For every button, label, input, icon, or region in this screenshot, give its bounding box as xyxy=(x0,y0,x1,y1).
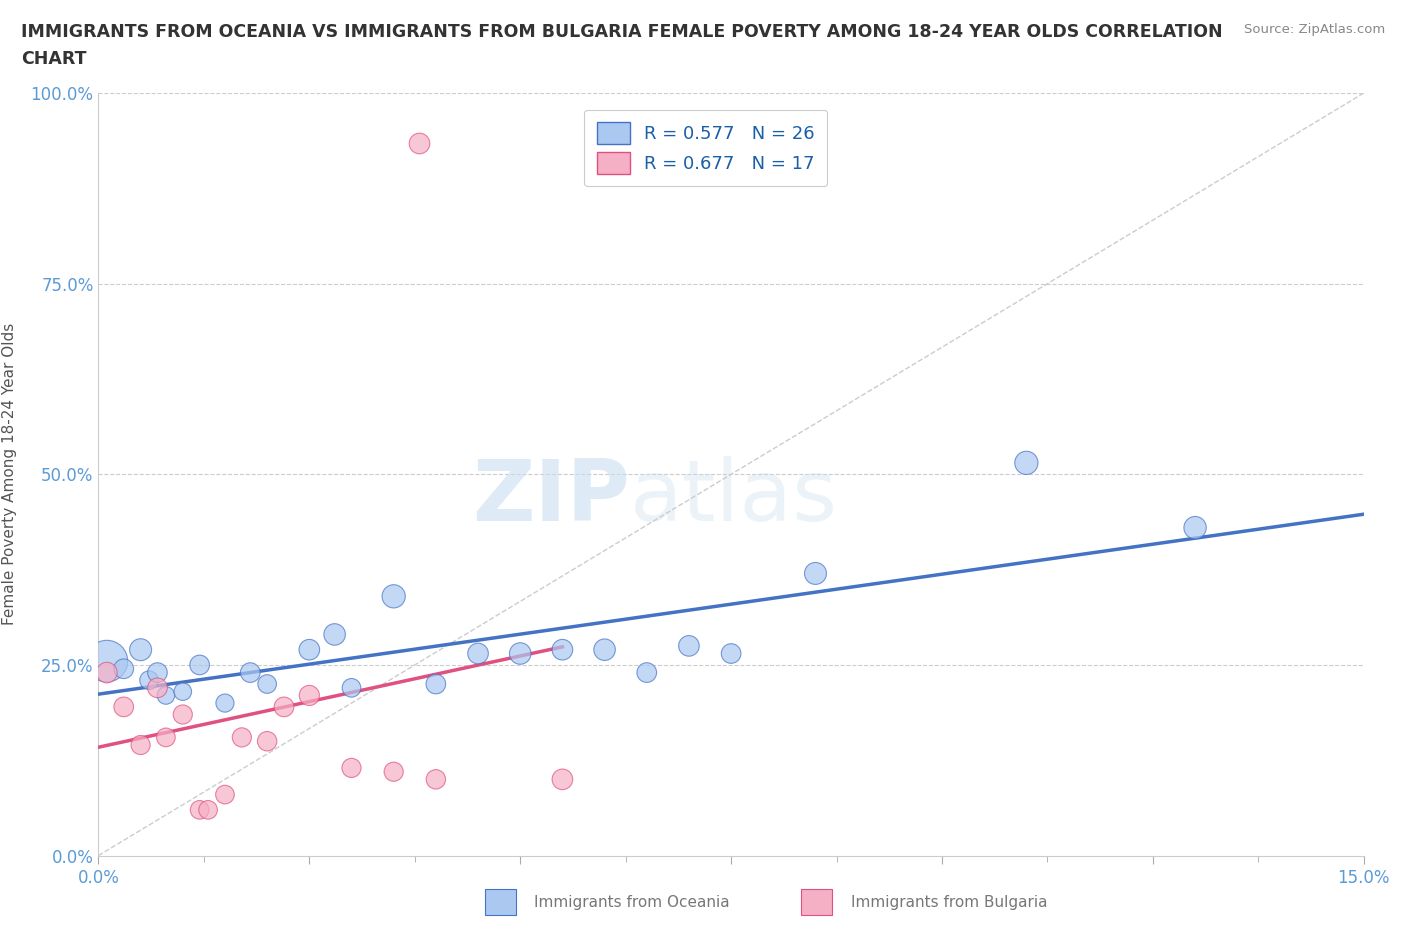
Text: atlas: atlas xyxy=(630,456,838,538)
Point xyxy=(197,803,219,817)
Point xyxy=(340,761,363,776)
Y-axis label: Female Poverty Among 18-24 Year Olds: Female Poverty Among 18-24 Year Olds xyxy=(1,324,17,626)
Point xyxy=(239,665,262,680)
Point xyxy=(1184,520,1206,535)
Point xyxy=(678,639,700,654)
Point xyxy=(155,688,177,703)
Point xyxy=(112,699,135,714)
Text: Source: ZipAtlas.com: Source: ZipAtlas.com xyxy=(1244,23,1385,36)
Point xyxy=(188,803,211,817)
Point xyxy=(146,681,169,696)
Point xyxy=(129,643,152,658)
Text: IMMIGRANTS FROM OCEANIA VS IMMIGRANTS FROM BULGARIA FEMALE POVERTY AMONG 18-24 Y: IMMIGRANTS FROM OCEANIA VS IMMIGRANTS FR… xyxy=(21,23,1223,68)
Point xyxy=(214,696,236,711)
Point xyxy=(172,684,194,699)
Point xyxy=(340,681,363,696)
Point xyxy=(146,665,169,680)
Point xyxy=(138,672,160,687)
Point xyxy=(593,643,616,658)
Point xyxy=(298,688,321,703)
Point xyxy=(382,764,405,779)
Point xyxy=(509,646,531,661)
Point xyxy=(1015,456,1038,471)
Text: Immigrants from Oceania: Immigrants from Oceania xyxy=(534,895,730,910)
Legend: R = 0.577   N = 26, R = 0.677   N = 17: R = 0.577 N = 26, R = 0.677 N = 17 xyxy=(585,110,827,186)
Point xyxy=(112,661,135,676)
Point xyxy=(172,707,194,722)
Point xyxy=(129,737,152,752)
Point xyxy=(551,643,574,658)
Point xyxy=(720,646,742,661)
Text: Immigrants from Bulgaria: Immigrants from Bulgaria xyxy=(851,895,1047,910)
Point xyxy=(256,677,278,692)
Point xyxy=(188,658,211,672)
Point xyxy=(382,589,405,604)
Point xyxy=(155,730,177,745)
Point xyxy=(804,566,827,581)
Point xyxy=(425,772,447,787)
Point xyxy=(96,654,118,669)
Point xyxy=(467,646,489,661)
Point xyxy=(273,699,295,714)
Point xyxy=(408,135,430,150)
Point xyxy=(256,734,278,749)
Point xyxy=(298,643,321,658)
Point xyxy=(323,627,346,642)
Point xyxy=(636,665,658,680)
Point xyxy=(214,787,236,802)
Point xyxy=(425,677,447,692)
Text: ZIP: ZIP xyxy=(472,456,630,538)
Point xyxy=(551,772,574,787)
Point xyxy=(231,730,253,745)
Point xyxy=(96,665,118,680)
